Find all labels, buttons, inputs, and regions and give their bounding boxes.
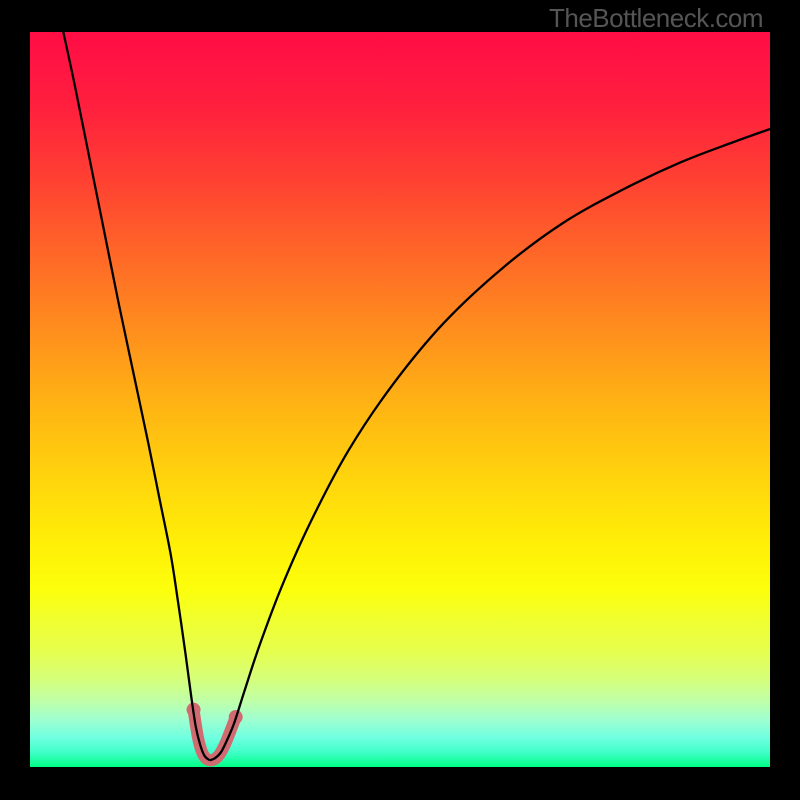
watermark-text: TheBottleneck.com bbox=[549, 3, 763, 34]
frame: TheBottleneck.com bbox=[0, 0, 800, 800]
gradient-background bbox=[30, 32, 770, 767]
plot-area bbox=[30, 32, 770, 767]
